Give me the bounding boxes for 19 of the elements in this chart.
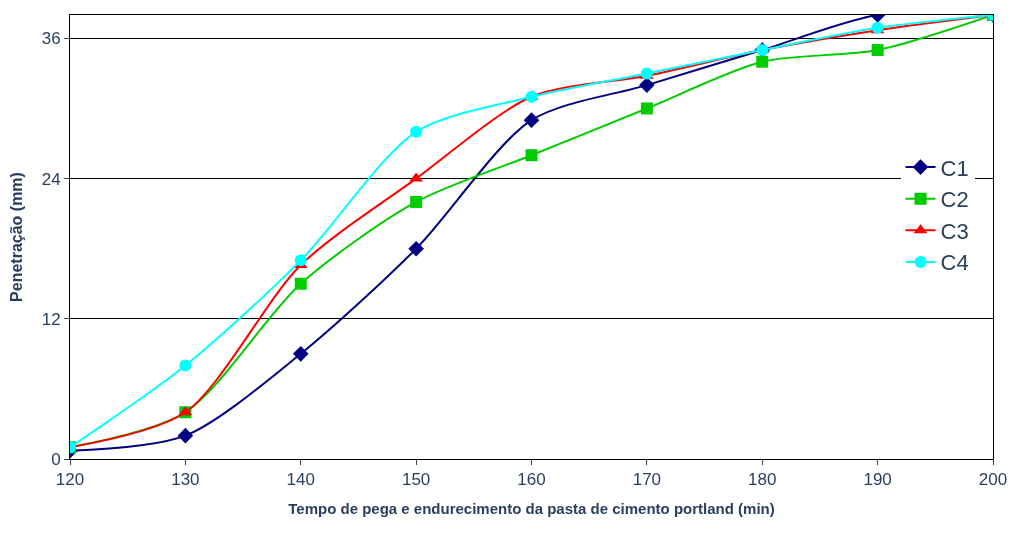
x-axis-title: Tempo de pega e endurecimento da pasta de cimento portland (min) (288, 500, 775, 518)
x-tick-label: 180 (748, 470, 777, 490)
y-tick-label: 0 (51, 449, 61, 469)
y-axis-title: Penetração (mm) (7, 172, 25, 302)
legend-label: C1 (940, 155, 969, 181)
x-tick-label: 120 (55, 470, 85, 490)
x-tick-label: 140 (286, 470, 315, 490)
x-tick-label: 170 (632, 470, 662, 490)
x-tick-label: 150 (401, 470, 431, 490)
legend-label: C2 (940, 187, 969, 213)
x-tick-label: 190 (863, 470, 892, 490)
x-tick-label: 200 (978, 470, 1008, 490)
legend-label: C3 (940, 218, 969, 244)
y-tick-label: 12 (41, 309, 61, 329)
legend-label: C4 (940, 250, 969, 276)
x-tick-label: 160 (517, 470, 546, 490)
x-tick-label: 130 (171, 470, 200, 490)
y-tick-label: 24 (41, 169, 61, 189)
y-tick-label: 36 (41, 29, 61, 49)
